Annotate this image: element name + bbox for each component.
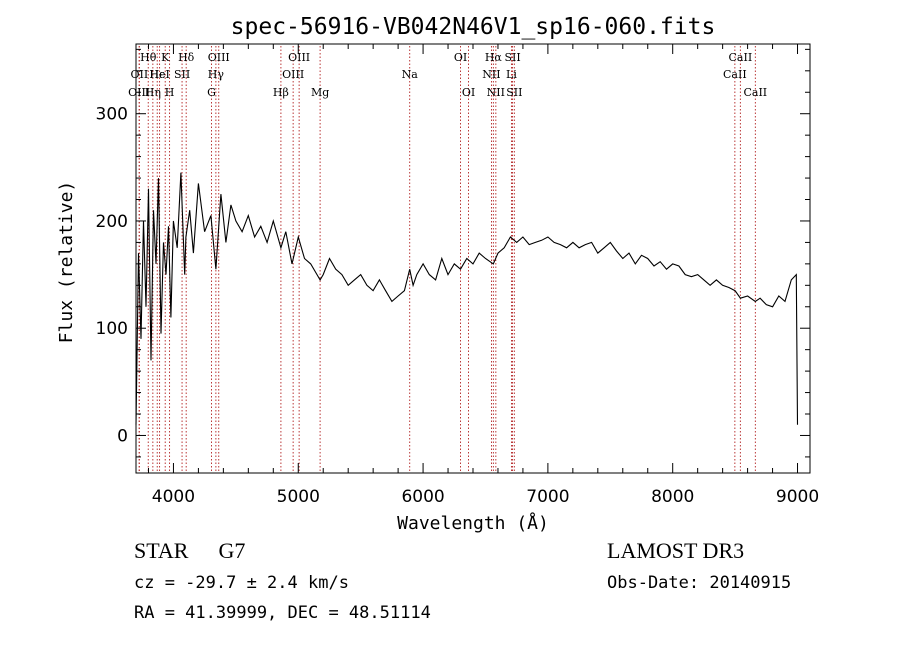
y-axis-label: Flux (relative) [56, 181, 77, 344]
survey-label: LAMOST DR3 [607, 538, 745, 563]
obs-date: Obs-Date: 20140915 [607, 573, 792, 593]
y-tick-label: 300 [96, 105, 128, 125]
x-axis-ticks: 4000 5000 6000 7000 8000 9000 [147, 44, 819, 507]
y-axis-ticks: 0 100 200 300 [96, 48, 810, 458]
plot-frame [135, 43, 811, 474]
redshift-info: cz = -29.7 ± 2.4 km/s [134, 573, 349, 593]
line-label-9: Hδ [178, 51, 195, 64]
line-label-25: SII [506, 86, 522, 99]
spectrum-line [135, 172, 799, 425]
line-label-6: Hη [145, 86, 161, 99]
line-label-8: SII [174, 68, 190, 81]
object-class: STAR G7 [134, 538, 245, 564]
line-label-1: OII [131, 68, 149, 81]
line-label-19: OI [462, 86, 475, 99]
y-tick-label: 0 [117, 426, 128, 446]
line-label-11: Hγ [208, 68, 225, 81]
line-label-17: Na [402, 68, 419, 81]
subclass-label: G7 [218, 538, 246, 563]
x-tick-label: 8000 [651, 487, 694, 507]
x-tick-label: 9000 [776, 487, 819, 507]
x-tick-label: 5000 [277, 487, 320, 507]
line-label-4: H [165, 86, 175, 99]
y-tick-label: 200 [96, 212, 128, 232]
line-label-21: NII [482, 68, 500, 81]
class-label: STAR [134, 538, 189, 563]
line-label-14: OIII [282, 68, 304, 81]
line-label-5: Hε [150, 68, 166, 81]
line-label-22: NII [487, 86, 505, 99]
line-label-20: Hα [485, 51, 503, 64]
x-tick-label: 7000 [526, 487, 569, 507]
line-label-16: Mg [311, 86, 329, 99]
line-label-10: OIII [208, 51, 230, 64]
line-label-26: CaII [729, 51, 753, 64]
line-label-24: Li [506, 68, 517, 81]
coordinates-info: RA = 41.39999, DEC = 48.51114 [134, 603, 431, 623]
line-label-13: OIII [288, 51, 310, 64]
line-label-3: K [161, 51, 170, 64]
emission-line-markers [138, 46, 756, 473]
x-tick-label: 4000 [152, 487, 195, 507]
x-tick-label: 6000 [401, 487, 444, 507]
line-label-23: SII [504, 51, 520, 64]
y-tick-label: 100 [96, 319, 128, 339]
line-label-0: Hθ [140, 51, 157, 64]
line-label-27: CaII [723, 68, 747, 81]
line-label-28: CaII [743, 86, 767, 99]
line-label-15: Hβ [273, 86, 289, 99]
line-label-12: G [207, 86, 216, 99]
chart-title: spec-56916-VB042N46V1_sp16-060.fits [231, 14, 716, 40]
line-label-7: HeI [149, 68, 169, 81]
x-axis-label: Wavelength (Å) [397, 512, 549, 534]
line-label-18: OI [454, 51, 467, 64]
